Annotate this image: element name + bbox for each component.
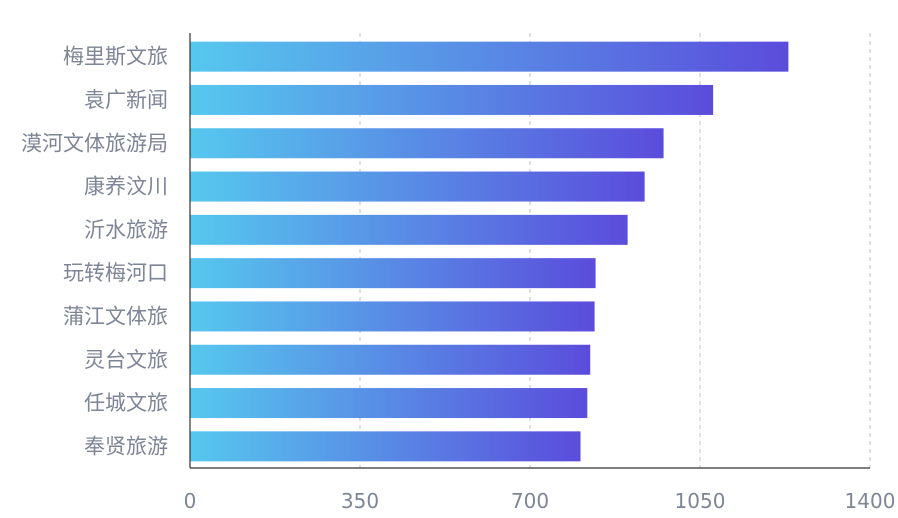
bar-6 (190, 301, 595, 332)
bar-5 (190, 258, 596, 289)
x-tick-label-2: 700 (511, 489, 549, 513)
bar-3 (190, 171, 645, 202)
x-tick-label-0: 0 (184, 489, 197, 513)
category-label-2: 漠河文体旅游局 (21, 131, 168, 155)
category-label-1: 袁广新闻 (84, 88, 168, 112)
category-labels: 梅里斯文旅袁广新闻漠河文体旅游局康养汶川沂水旅游玩转梅河口蒲江文体旅灵台文旅任城… (21, 45, 168, 459)
bar-0 (190, 41, 789, 72)
category-label-3: 康养汶川 (84, 175, 168, 199)
category-label-4: 沂水旅游 (84, 218, 168, 242)
bar-4 (190, 214, 628, 245)
bar-1 (190, 84, 714, 115)
x-tick-label-4: 1400 (845, 489, 896, 513)
category-label-5: 玩转梅河口 (63, 261, 168, 285)
category-label-9: 奉贤旅游 (84, 434, 168, 458)
category-label-6: 蒲江文体旅 (63, 304, 168, 328)
category-label-7: 灵台文旅 (84, 348, 168, 372)
category-label-0: 梅里斯文旅 (63, 45, 168, 69)
x-tick-label-1: 350 (341, 489, 379, 513)
category-label-8: 任城文旅 (84, 391, 168, 415)
bar-8 (190, 388, 588, 419)
bars (190, 41, 789, 462)
x-tick-labels: 0 350 700 1050 1400 (184, 489, 896, 513)
bar-9 (190, 431, 581, 462)
x-tick-label-3: 1050 (675, 489, 726, 513)
bar-7 (190, 344, 591, 375)
bar-2 (190, 128, 664, 159)
axes (189, 33, 870, 469)
